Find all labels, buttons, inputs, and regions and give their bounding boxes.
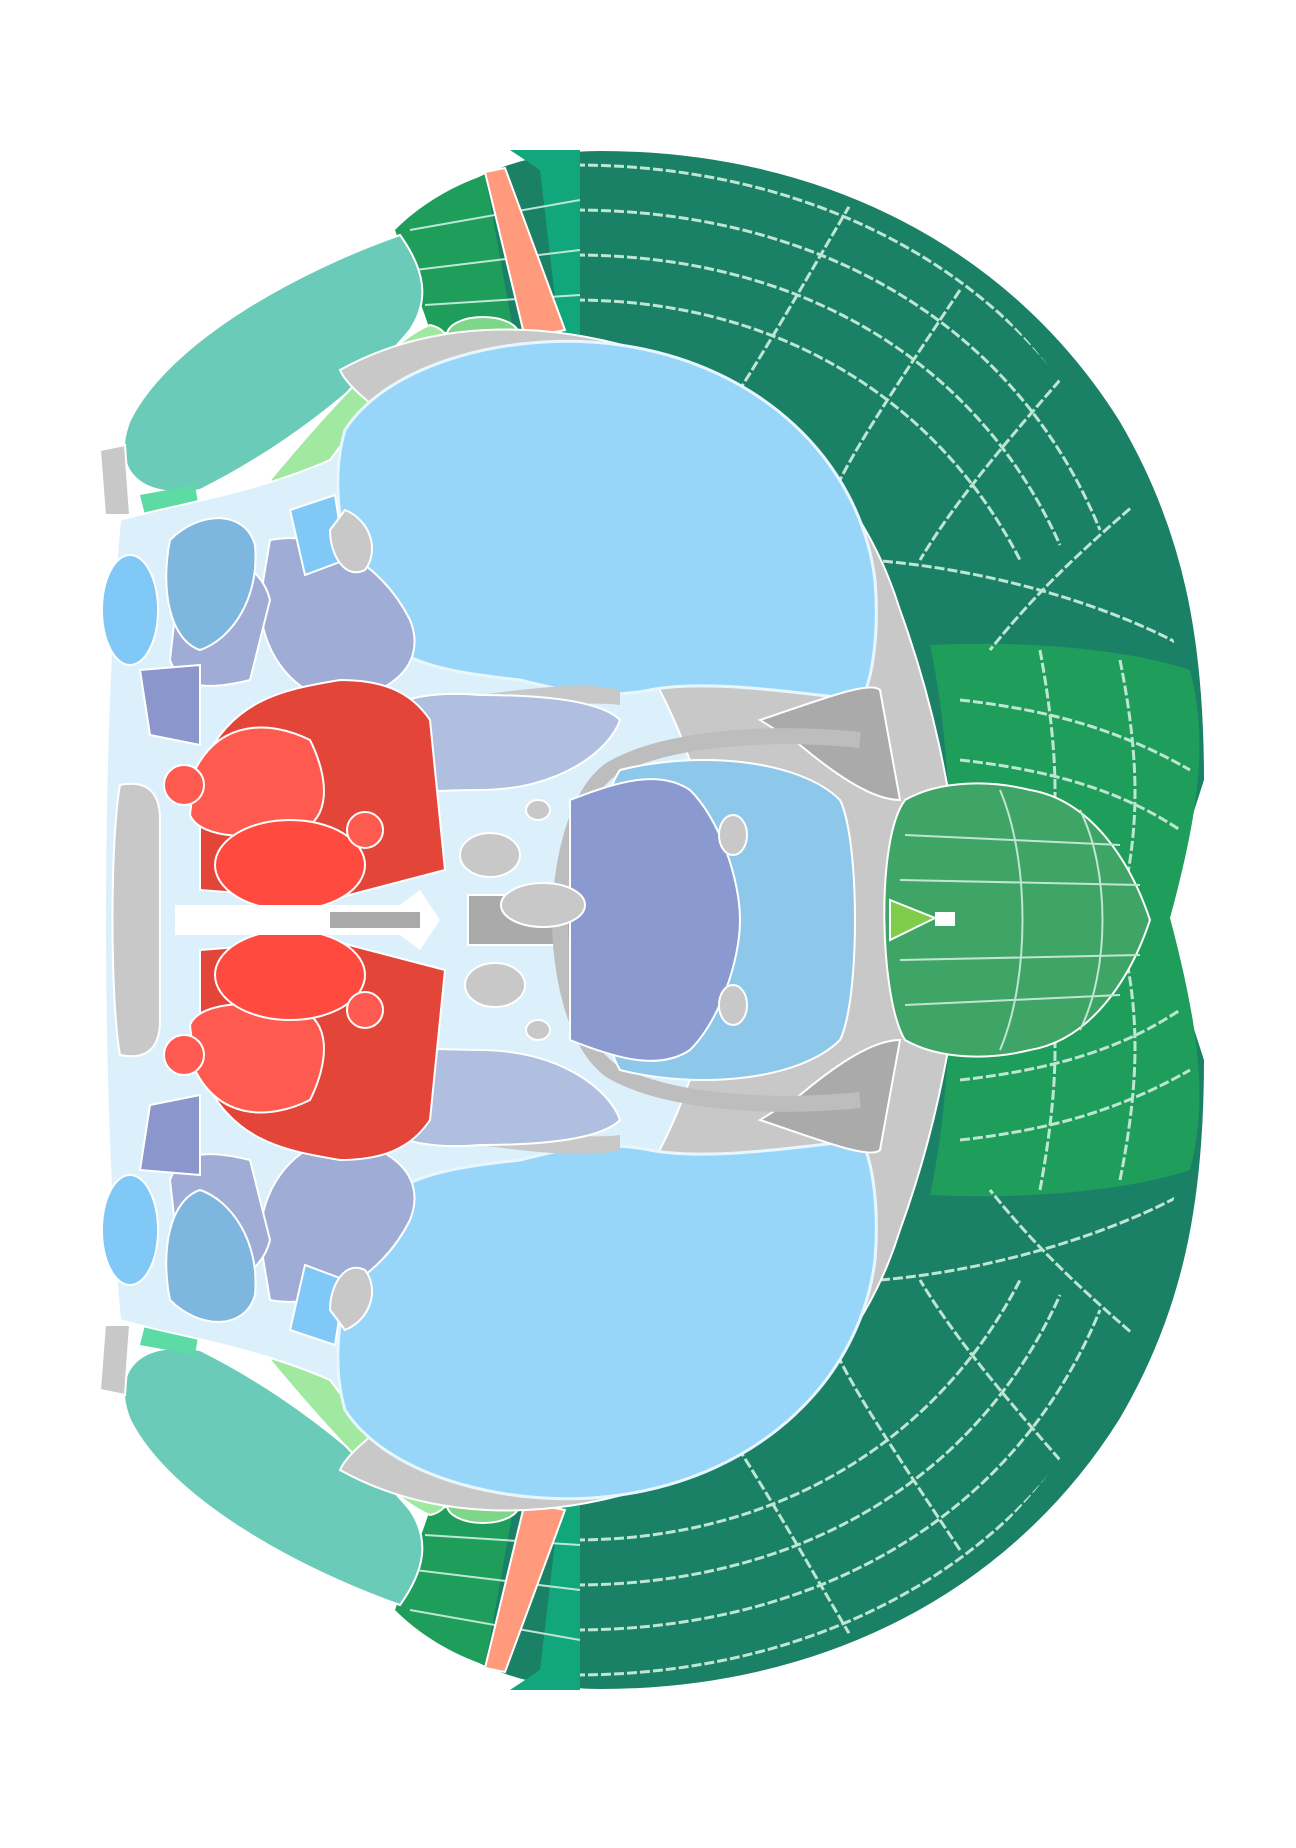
red-small-top-a bbox=[163, 764, 205, 806]
red-small-bottom-a bbox=[163, 1034, 205, 1076]
cortex-teal-strip-top bbox=[510, 150, 580, 340]
periwinkle-bottom bbox=[138, 1093, 201, 1177]
red-oval-top bbox=[214, 819, 366, 911]
blue-steel-top bbox=[165, 517, 257, 652]
left-edge-gray bbox=[98, 443, 374, 1397]
lime-nucleus bbox=[889, 898, 938, 942]
blue-mid-oval-bottom bbox=[101, 1174, 159, 1286]
gray-nodules bbox=[459, 799, 748, 1041]
medial-cortex-region bbox=[883, 782, 1152, 1058]
red-nuclei-group bbox=[163, 678, 447, 1162]
medial-notch bbox=[935, 912, 955, 926]
periwinkle-top bbox=[138, 663, 201, 747]
salmon-strip-top bbox=[483, 166, 567, 340]
red-small-top-b bbox=[346, 811, 384, 849]
midline-cleft bbox=[175, 890, 440, 950]
cortex-teal-strip-bottom bbox=[510, 1500, 580, 1690]
blue-mid-oval-top bbox=[101, 554, 159, 666]
slate-diamond bbox=[569, 778, 742, 1062]
medial-cortex-group bbox=[883, 782, 1152, 1058]
red-oval-bottom bbox=[214, 929, 366, 1021]
salmon-strip-bottom bbox=[483, 1500, 567, 1674]
red-light-top bbox=[188, 726, 325, 838]
midline-fiber bbox=[330, 912, 420, 928]
blue-steel-bottom bbox=[165, 1188, 257, 1323]
red-small-bottom-b bbox=[346, 991, 384, 1029]
medial-cortex-lines bbox=[899, 789, 1141, 1051]
red-light-bottom bbox=[188, 1002, 325, 1114]
